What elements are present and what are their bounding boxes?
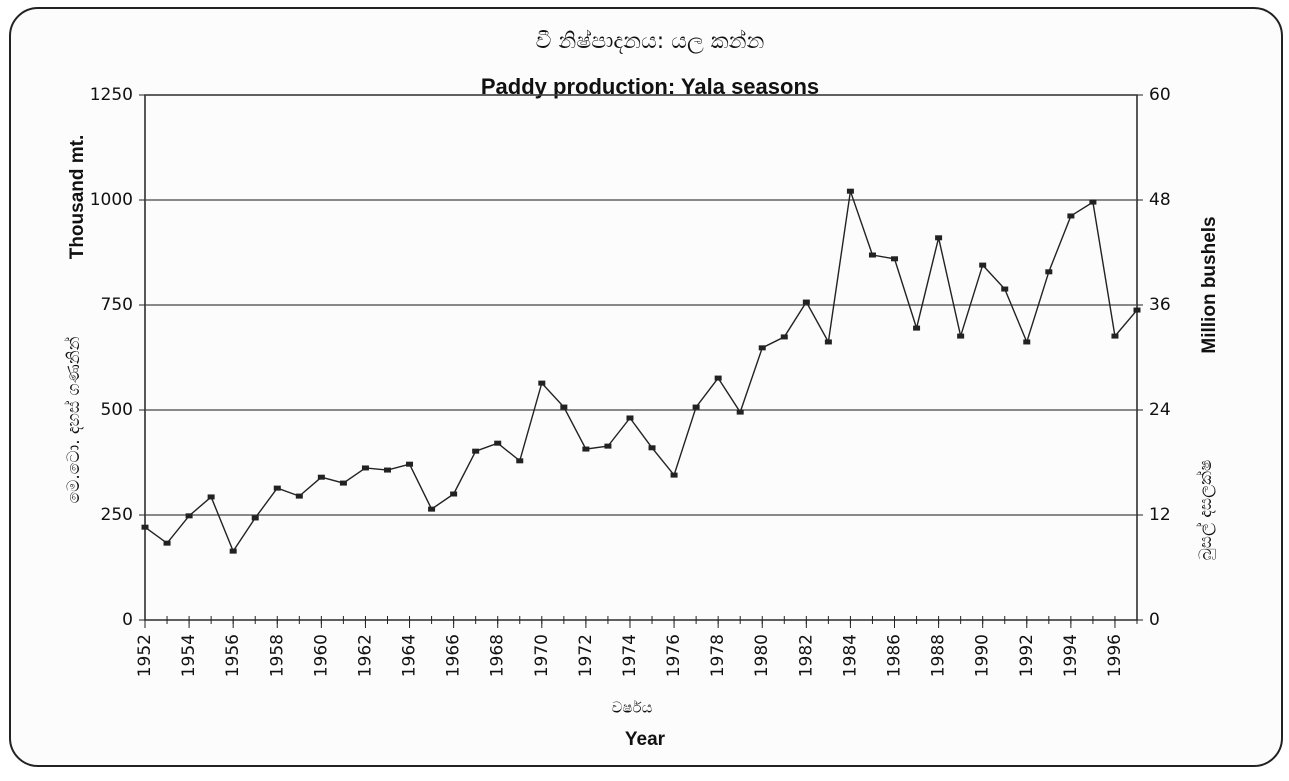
data-point <box>428 506 436 512</box>
x-tick-label: 1962 <box>355 634 375 677</box>
y-axis-label-si: මෙ.ටො. දහස් ගණනින් <box>64 336 84 503</box>
data-point <box>406 461 414 467</box>
data-point <box>1023 339 1031 345</box>
x-tick-label: 1960 <box>311 634 331 677</box>
y-tick-label: 1250 <box>90 85 133 105</box>
data-point <box>802 299 810 305</box>
data-point <box>604 443 612 449</box>
data-point <box>891 256 899 262</box>
data-point <box>582 446 590 452</box>
x-tick-label: 1976 <box>664 634 684 677</box>
x-tick-label: 1992 <box>1017 634 1037 677</box>
x-tick-label: 1996 <box>1105 634 1125 677</box>
data-point <box>626 415 634 421</box>
chart-title: වී නිෂ්පාදනය: යල කන්න <box>536 29 765 54</box>
data-point <box>935 235 943 241</box>
y2-tick-label: 24 <box>1149 400 1171 420</box>
x-tick-label: 1952 <box>135 634 155 677</box>
data-point <box>758 345 766 351</box>
y-tick-label: 1000 <box>90 190 133 210</box>
y2-tick-label: 48 <box>1149 190 1171 210</box>
y-tick-label: 250 <box>101 505 133 525</box>
data-point <box>979 262 987 268</box>
data-point <box>472 448 480 454</box>
x-tick-label: 1994 <box>1061 634 1081 677</box>
data-point <box>383 467 391 473</box>
x-tick-label: 1984 <box>840 634 860 677</box>
y2-tick-label: 12 <box>1149 505 1171 525</box>
x-tick-label: 1990 <box>973 634 993 677</box>
data-point <box>207 494 215 500</box>
x-axis-label: Year <box>625 729 666 750</box>
x-tick-label: 1986 <box>885 634 905 677</box>
data-point <box>1001 286 1009 292</box>
y2-axis-label: Million bushels <box>1199 216 1220 353</box>
x-tick-label: 1974 <box>620 634 640 677</box>
data-point <box>251 515 259 521</box>
data-point <box>1067 213 1075 219</box>
data-point <box>560 404 568 410</box>
data-line <box>144 190 1138 553</box>
x-tick-label: 1988 <box>929 634 949 677</box>
x-tick-label: 1968 <box>488 634 508 677</box>
data-point <box>846 188 854 194</box>
data-point <box>780 334 788 340</box>
x-tick-label: 1954 <box>179 634 199 677</box>
y-tick-label: 500 <box>101 400 133 420</box>
data-point <box>295 493 303 499</box>
x-tick-label: 1970 <box>532 634 552 677</box>
x-axis-label-si: වර්ෂය <box>612 699 653 717</box>
data-point <box>1111 333 1119 339</box>
x-tick-label: 1982 <box>796 634 816 677</box>
data-point <box>516 458 524 464</box>
data-point <box>692 404 700 410</box>
data-point <box>185 513 193 519</box>
data-point <box>714 375 722 381</box>
data-point <box>361 465 369 471</box>
x-tick-label: 1958 <box>267 634 287 677</box>
x-tick-label: 1980 <box>752 634 772 677</box>
x-tick-label: 1978 <box>708 634 728 677</box>
x-tick-label: 1956 <box>223 634 243 677</box>
data-point <box>317 474 325 480</box>
data-point <box>736 409 744 415</box>
y2-tick-label: 0 <box>1149 610 1160 630</box>
data-point <box>494 440 502 446</box>
data-point <box>141 524 149 530</box>
data-point <box>648 445 656 451</box>
frame <box>9 7 1283 767</box>
data-point <box>339 480 347 486</box>
data-point <box>163 540 171 546</box>
y2-tick-label: 60 <box>1149 85 1171 105</box>
y-tick-label: 0 <box>122 610 133 630</box>
y2-axis-label-si: බුසල් දසලක්ෂ <box>1196 460 1216 561</box>
data-point <box>1045 269 1053 275</box>
data-point <box>868 252 876 258</box>
data-point <box>1133 307 1141 313</box>
x-tick-label: 1964 <box>400 634 420 677</box>
data-point <box>1089 199 1097 205</box>
data-point <box>670 472 678 478</box>
data-point <box>957 333 965 339</box>
data-point <box>229 548 237 554</box>
data-point <box>824 339 832 345</box>
x-tick-label: 1972 <box>576 634 596 677</box>
x-tick-label: 1966 <box>444 634 464 677</box>
data-point <box>450 491 458 497</box>
y2-tick-label: 36 <box>1149 295 1171 315</box>
y-axis-label: Thousand mt. <box>67 135 88 260</box>
data-point <box>273 485 281 491</box>
data-point <box>913 325 921 331</box>
y-tick-label: 750 <box>101 295 133 315</box>
data-point <box>538 380 546 386</box>
